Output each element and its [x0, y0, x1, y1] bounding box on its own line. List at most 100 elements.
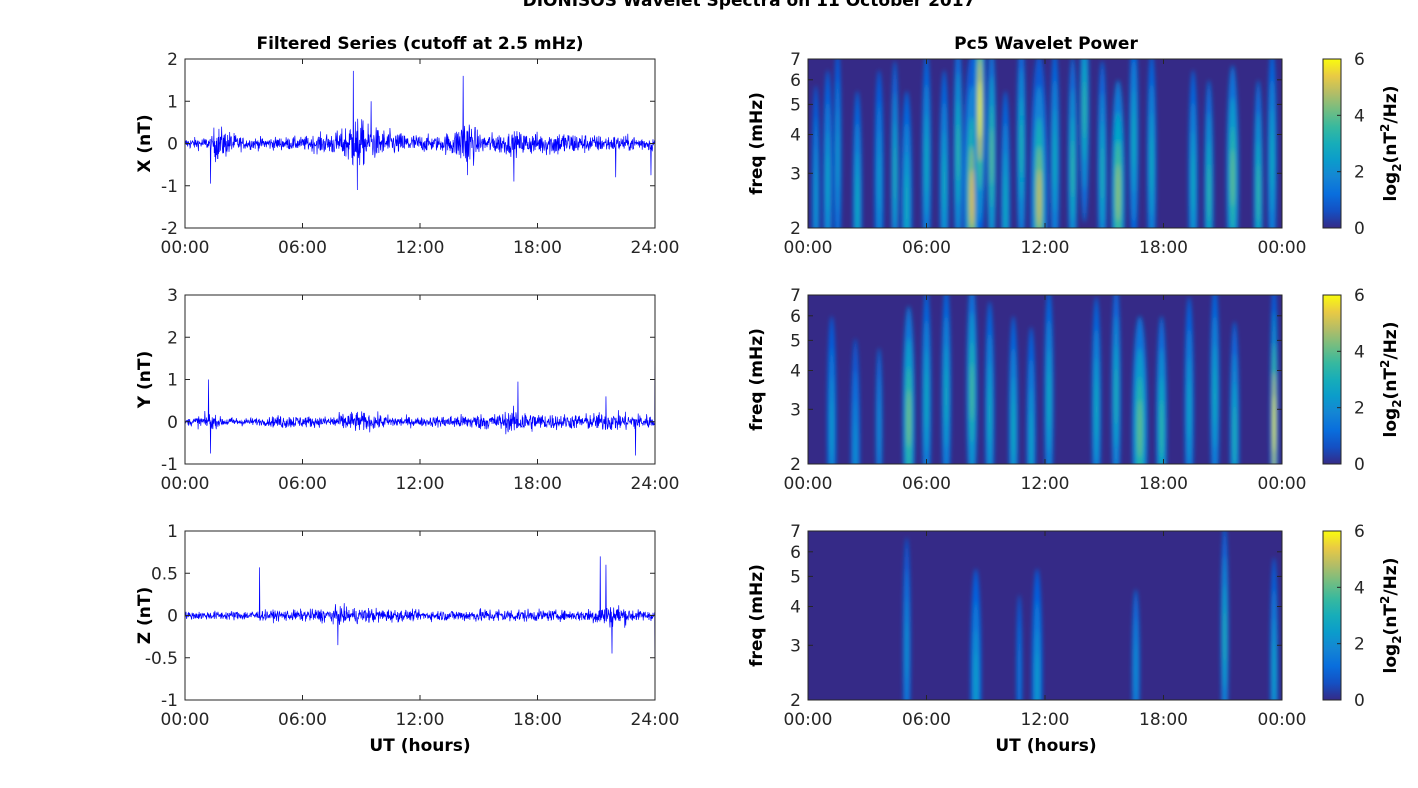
x-tick-label: 18:00 [513, 238, 562, 258]
wavelet-power-blob [1273, 394, 1275, 453]
x-tick-label: 06:00 [902, 710, 951, 730]
y-tick-label: 7 [790, 522, 801, 542]
wavelet-power-blob [1273, 640, 1276, 699]
wavelet-power-blob [990, 127, 993, 186]
y-tick-label: -1 [161, 177, 178, 197]
wavelet-power-blob [905, 174, 909, 228]
colorbar-box [1322, 530, 1342, 701]
y-tick-label: 4 [790, 361, 801, 381]
wavelet-power-blob [1004, 174, 1007, 228]
wavelet-power-blob [1231, 148, 1235, 207]
x-tick-label: 00:00 [784, 238, 833, 258]
x-tick-label: 18:00 [1139, 474, 1188, 494]
line-panel-series-x: -2 -1 0 1 2 00:00 06:00 12:00 18:00 24:00 X (nT) [135, 50, 680, 258]
colorbar-tick-label: 6 [1354, 522, 1365, 542]
y-tick-label: 3 [790, 400, 801, 420]
y-tick-label: 3 [790, 636, 801, 656]
y-tick-label: 6 [790, 71, 801, 91]
y-axis-label: freq (mHz) [747, 92, 767, 195]
wavelet-power-blob [856, 174, 859, 228]
wavelet-power-blob [1095, 380, 1098, 439]
wavelet-power-blob [1020, 119, 1023, 178]
y-tick-label: -2 [161, 219, 178, 239]
y-tick-label: 5 [790, 331, 801, 351]
y-tick-label: 2 [790, 455, 801, 475]
wavelet-power-blob [970, 363, 974, 422]
x-tick-label: 06:00 [902, 238, 951, 258]
y-tick-label: 2 [167, 50, 178, 70]
x-tick-label: 18:00 [513, 474, 562, 494]
wavelet-power-blob [970, 168, 974, 227]
colorbar [1323, 531, 1341, 700]
x-tick-label: 12:00 [396, 474, 445, 494]
x-tick-label: 00:00 [784, 710, 833, 730]
y-tick-label: -1 [161, 691, 178, 711]
wavelet-power-blob [1213, 367, 1217, 426]
wavelet-power-blob [814, 168, 817, 227]
heatmap-cells [827, 295, 1279, 464]
y-tick-label: 5 [790, 567, 801, 587]
colorbar-tick-label: 2 [1354, 635, 1365, 655]
x-tick-label: 00:00 [1258, 238, 1307, 258]
colorbar-tick-label: 6 [1354, 286, 1365, 306]
y-tick-label: 0 [167, 413, 178, 433]
wavelet-power-blob [1223, 607, 1226, 666]
wavelet-power-blob [1114, 367, 1118, 426]
series-line [184, 70, 656, 190]
x-tick-label: 00:00 [161, 710, 210, 730]
colorbar-tick-label: 0 [1354, 691, 1365, 711]
x-tick-label: 12:00 [396, 238, 445, 258]
wavelet-power-blob [893, 144, 896, 203]
y-tick-label: 3 [167, 286, 178, 306]
heatmap-cells [902, 531, 1278, 700]
colorbar-tick-label: 2 [1354, 399, 1365, 419]
heatmap-background [808, 531, 1282, 700]
y-tick-label: 1 [167, 522, 178, 542]
wavelet-power-blob [1207, 163, 1211, 222]
y-tick-label: 7 [790, 286, 801, 306]
y-tick-label: 2 [167, 328, 178, 348]
y-tick-label: 0 [167, 607, 178, 627]
x-tick-label: 00:00 [1258, 710, 1307, 730]
x-tick-label: 12:00 [396, 710, 445, 730]
wavelet-power-blob [854, 422, 857, 464]
colorbar-tick-label: 2 [1354, 163, 1365, 183]
series-line [184, 556, 656, 701]
wavelet-power-blob [1018, 646, 1021, 700]
colorbar-box [1322, 58, 1342, 229]
x-tick-label: 06:00 [278, 238, 327, 258]
x-tick-label: 24:00 [631, 710, 680, 730]
y-tick-label: 6 [790, 543, 801, 563]
wavelet-power-blob [907, 389, 911, 448]
wavelet-power-blob [1035, 652, 1039, 700]
wavelet-power-blob [1012, 399, 1015, 458]
x-tick-label: 24:00 [631, 474, 680, 494]
right-column-title: Pc5 Wavelet Power [954, 34, 1138, 54]
y-tick-label: 4 [790, 597, 801, 617]
x-tick-label: 06:00 [278, 710, 327, 730]
y-tick-label: 2 [790, 691, 801, 711]
colorbar [1323, 59, 1341, 228]
colorbar [1323, 295, 1341, 464]
wavelet-power-blob [988, 384, 991, 443]
y-axis-label: freq (mHz) [747, 564, 767, 667]
wavelet-power-blob [877, 153, 881, 212]
line-panel-series-y: -1 0 1 2 3 00:00 06:00 12:00 18:00 24:00 Y (nT) [135, 286, 680, 494]
wavelet-power-blob [1047, 371, 1051, 430]
y-axis-label: Z (nT) [135, 587, 155, 644]
x-tick-label: 12:00 [1021, 474, 1070, 494]
y-tick-label: 1 [167, 92, 178, 112]
x-tick-label: 18:00 [513, 710, 562, 730]
wavelet-power-blob [1053, 131, 1057, 190]
wavelet-power-blob [1257, 163, 1260, 222]
wavelet-power-blob [830, 399, 833, 458]
wavelet-power-blob [1083, 80, 1086, 139]
wavelet-power-blob [826, 153, 829, 212]
wavelet-power-blob [943, 153, 946, 212]
wavelet-power-blob [925, 135, 928, 194]
y-tick-label: -1 [161, 455, 178, 475]
left-column-title: Filtered Series (cutoff at 2.5 mHz) [256, 34, 583, 54]
colorbar-tick-label: 0 [1354, 455, 1365, 475]
